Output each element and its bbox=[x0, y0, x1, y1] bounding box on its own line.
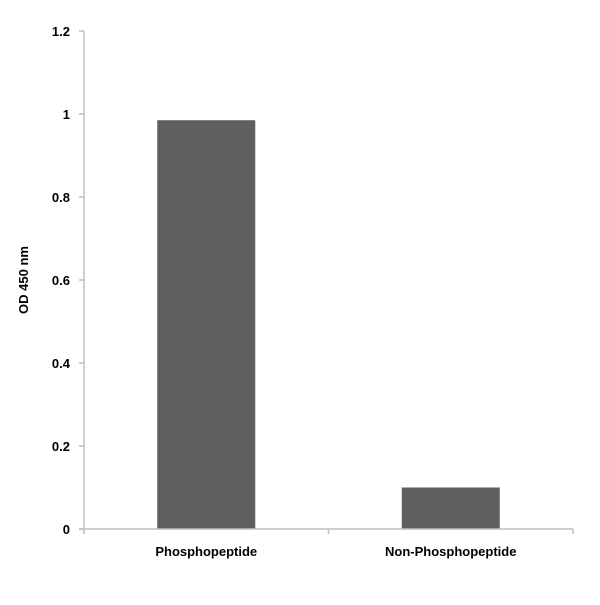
bar-phosphopeptide bbox=[157, 120, 256, 529]
bars bbox=[157, 120, 500, 529]
x-tick-label: Non-Phosphopeptide bbox=[385, 544, 516, 559]
y-tick-label: 0.6 bbox=[52, 273, 70, 288]
y-tick-label: 0 bbox=[63, 522, 70, 537]
y-tick-label: 0.8 bbox=[52, 190, 70, 205]
y-tick-label: 1.2 bbox=[52, 24, 70, 39]
y-axis-label: OD 450 nm bbox=[16, 246, 31, 314]
y-tick-label: 0.2 bbox=[52, 439, 70, 454]
x-axis-labels: Phosphopeptide Non-Phosphopeptide bbox=[83, 529, 574, 559]
bar-non-phosphopeptide bbox=[401, 487, 500, 529]
y-axis-ticks: 0 0.2 0.4 0.6 0.8 1 1.2 bbox=[52, 24, 84, 537]
y-tick-label: 0.4 bbox=[52, 356, 71, 371]
y-tick-label: 1 bbox=[63, 107, 70, 122]
x-tick-label: Phosphopeptide bbox=[155, 544, 257, 559]
